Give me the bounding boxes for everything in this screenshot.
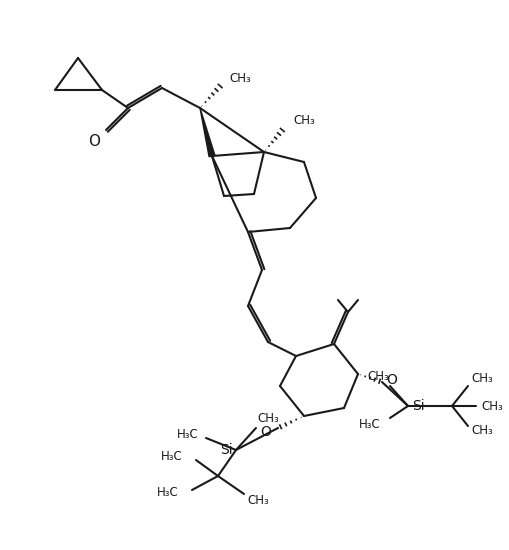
- Text: H₃C: H₃C: [161, 449, 183, 463]
- Text: CH₃: CH₃: [257, 411, 279, 425]
- Text: O: O: [386, 373, 398, 387]
- Text: CH₃: CH₃: [471, 371, 493, 384]
- Text: H₃C: H₃C: [359, 417, 381, 431]
- Text: O: O: [88, 135, 100, 150]
- Polygon shape: [200, 108, 215, 157]
- Text: CH₃: CH₃: [229, 72, 251, 85]
- Text: CH₃: CH₃: [481, 399, 503, 412]
- Text: O: O: [261, 425, 271, 439]
- Text: Si: Si: [412, 399, 425, 413]
- Text: CH₃: CH₃: [293, 113, 315, 127]
- Text: H₃C: H₃C: [177, 427, 199, 441]
- Text: CH₃: CH₃: [367, 370, 389, 382]
- Text: H₃C: H₃C: [157, 486, 179, 498]
- Text: CH₃: CH₃: [471, 424, 493, 437]
- Text: CH₃: CH₃: [247, 493, 269, 507]
- Text: Si: Si: [220, 443, 232, 457]
